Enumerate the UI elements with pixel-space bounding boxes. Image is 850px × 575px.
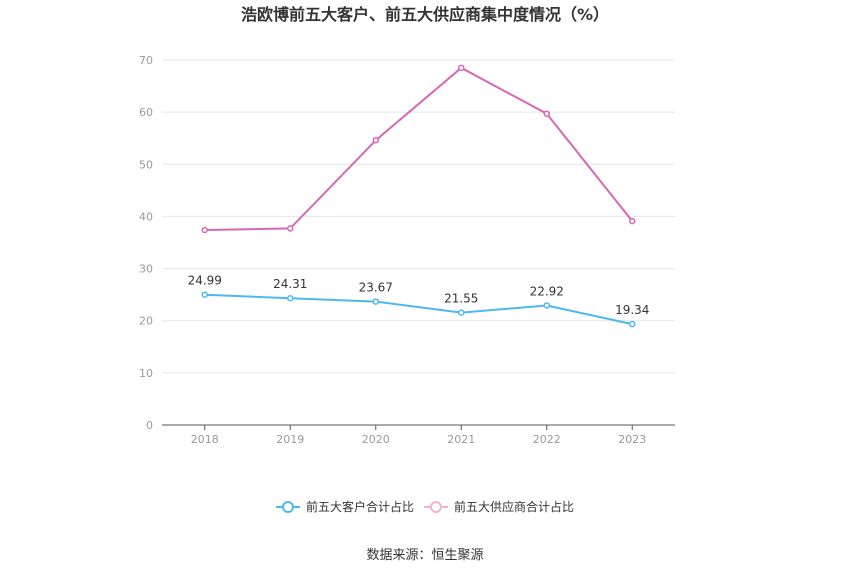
y-tick-label: 50 (139, 158, 153, 171)
data-label: 21.55 (444, 292, 478, 306)
x-tick-label: 2018 (191, 433, 219, 446)
data-label: 23.67 (359, 281, 393, 295)
x-tick-label: 2020 (362, 433, 390, 446)
y-tick-label: 0 (146, 419, 153, 432)
y-tick-label: 10 (139, 367, 153, 380)
series-line-1 (204, 66, 634, 231)
data-label: 19.34 (615, 303, 649, 317)
data-point[interactable] (629, 217, 636, 225)
data-point[interactable] (372, 298, 379, 305)
legend-item[interactable]: 前五大供应商合计占比 (424, 499, 574, 514)
data-label: 24.31 (273, 277, 307, 291)
legend-item[interactable]: 前五大客户合计占比 (276, 499, 414, 514)
data-point[interactable] (201, 226, 208, 234)
x-tick-label: 2019 (276, 433, 304, 446)
legend[interactable]: 前五大客户合计占比 前五大供应商合计占比 (276, 499, 574, 514)
source-note: 数据来源：恒生聚源 (366, 548, 483, 563)
x-tick-label: 2022 (533, 433, 561, 446)
y-tick-label: 20 (139, 315, 153, 328)
legend-marker-icon (430, 501, 442, 513)
legend-label: 前五大供应商合计占比 (454, 499, 574, 514)
axes: 0 10 20 30 40 50 60 70 2018 2019 2020 2021 2022 2023 (139, 54, 675, 446)
data-labels: 24.99 24.31 23.67 21.55 22.92 19.34 (188, 274, 650, 317)
y-tick-label: 70 (139, 54, 153, 67)
legend-marker-icon (282, 501, 294, 513)
data-label: 24.99 (188, 274, 222, 288)
data-point[interactable] (458, 309, 465, 316)
data-point[interactable] (629, 320, 636, 328)
data-point[interactable] (458, 64, 465, 72)
x-tick-label: 2021 (447, 433, 475, 446)
y-tick-label: 40 (139, 210, 153, 223)
data-point[interactable] (287, 294, 294, 302)
y-tick-label: 60 (139, 106, 153, 119)
data-point[interactable] (372, 137, 379, 144)
series-lines (201, 64, 636, 328)
x-tick-label: 2023 (618, 433, 646, 446)
data-point[interactable] (543, 110, 550, 117)
data-point[interactable] (543, 302, 550, 309)
chart-title: 浩欧博前五大客户、前五大供应商集中度情况（%） (241, 5, 609, 24)
y-tick-label: 30 (139, 263, 153, 276)
data-point[interactable] (201, 291, 208, 298)
legend-label: 前五大客户合计占比 (306, 499, 414, 514)
data-point[interactable] (287, 225, 294, 232)
data-label: 22.92 (530, 284, 564, 298)
grid-lines (162, 59, 675, 374)
series-line-0 (204, 293, 633, 326)
